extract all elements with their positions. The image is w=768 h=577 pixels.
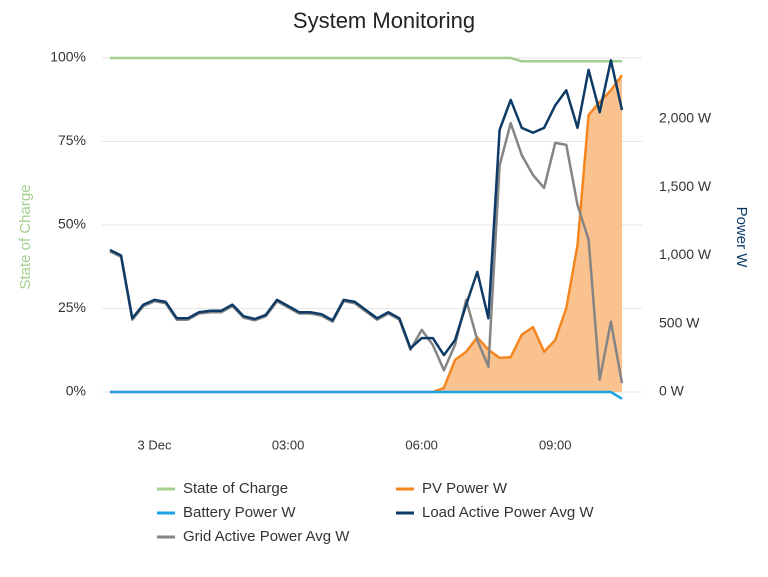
line: [109, 121, 624, 384]
line: [109, 59, 624, 357]
x-tick-label: 03:00: [272, 437, 305, 452]
legend-label: Load Active Power Avg W: [422, 504, 594, 521]
x-tick-label: 06:00: [405, 437, 438, 452]
line: [110, 74, 624, 394]
y2-tick-label: 0 W: [659, 383, 685, 399]
y-axis-title: State of Charge: [17, 184, 34, 289]
y-tick-label: 75%: [58, 132, 86, 148]
y2-tick-label: 2,000 W: [659, 110, 712, 126]
y2-tick-label: 500 W: [659, 314, 700, 330]
legend-label: Battery Power W: [183, 504, 296, 521]
y-tick-label: 25%: [58, 299, 86, 315]
y2-tick-label: 1,500 W: [659, 178, 712, 194]
line: [110, 390, 623, 400]
x-tick-label: 3 Dec: [138, 437, 172, 452]
y-tick-label: 100%: [50, 49, 86, 65]
y2-tick-label: 1,000 W: [659, 246, 712, 262]
y-tick-label: 50%: [58, 216, 86, 232]
line: [110, 56, 622, 63]
y2-axis-title: Power W: [733, 207, 750, 269]
area: [110, 75, 622, 393]
chart-title: System Monitoring: [293, 8, 475, 33]
y-tick-label: 0%: [66, 383, 86, 399]
x-tick-label: 09:00: [539, 437, 572, 452]
legend-label: PV Power W: [422, 480, 508, 497]
legend-label: Grid Active Power Avg W: [183, 528, 350, 545]
legend-label: State of Charge: [183, 480, 288, 497]
